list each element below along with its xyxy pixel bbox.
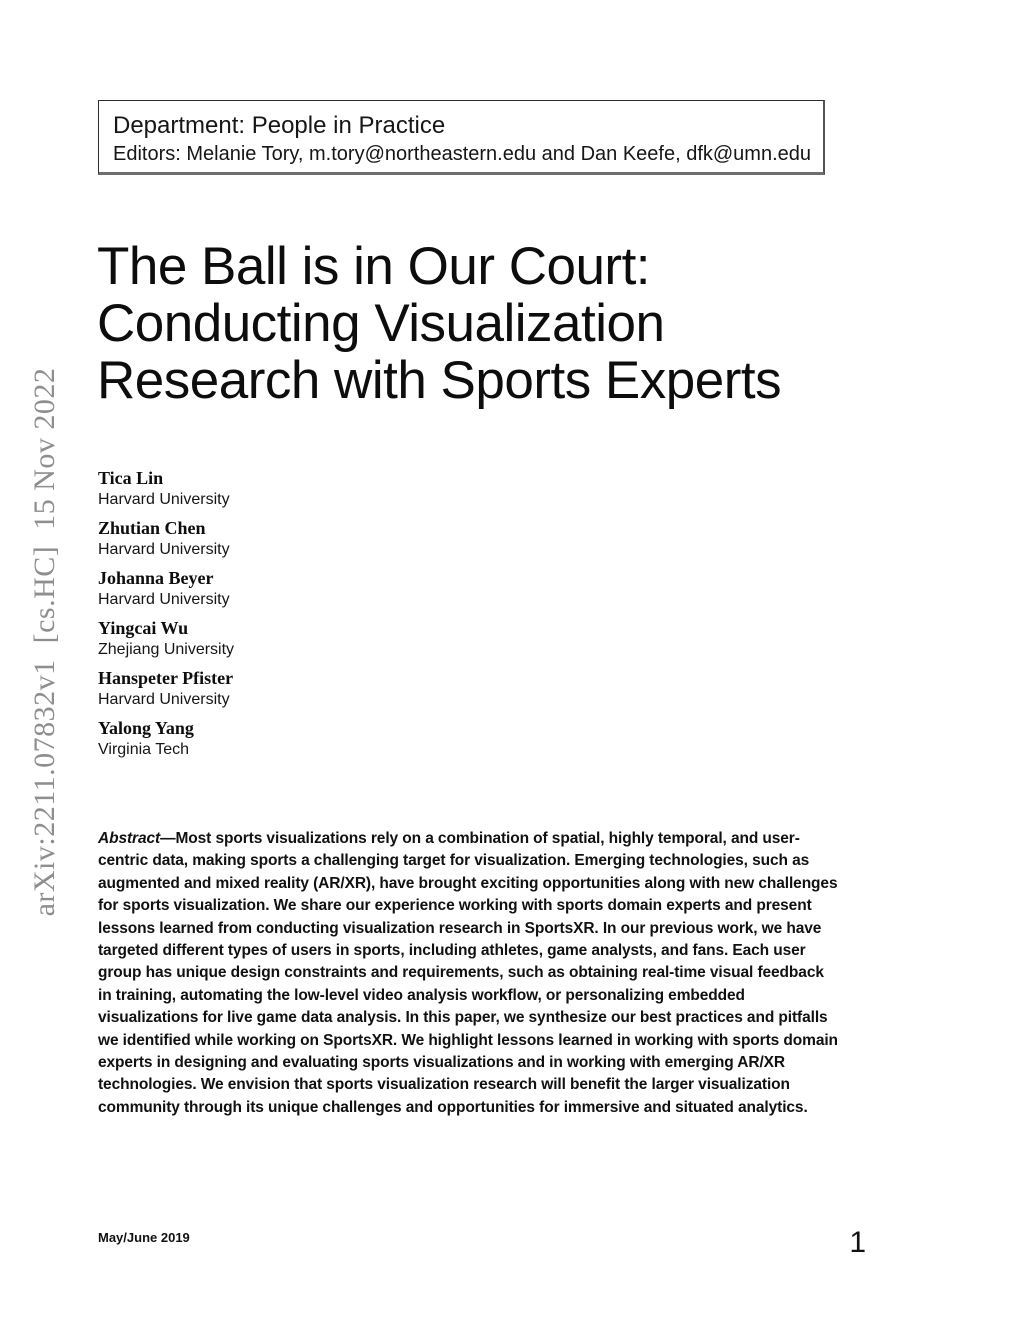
author-name: Johanna Beyer	[98, 568, 214, 588]
abstract-label: Abstract	[98, 830, 161, 847]
author-name: Yalong Yang	[98, 718, 194, 738]
author-name: Tica Lin	[98, 468, 164, 488]
author-entry: Yingcai Wu Zhejiang University	[98, 618, 498, 660]
author-entry: Hanspeter Pfister Harvard University	[98, 668, 498, 710]
author-name: Yingcai Wu	[98, 618, 189, 638]
author-name: Hanspeter Pfister	[98, 668, 234, 688]
arxiv-stamp: arXiv:2211.07832v1 [cs.HC] 15 Nov 2022	[28, 367, 61, 917]
paper-title: The Ball is in Our Court: Conducting Vis…	[97, 238, 877, 409]
author-entry: Zhutian Chen Harvard University	[98, 518, 498, 560]
author-list: Tica Lin Harvard University Zhutian Chen…	[98, 468, 498, 768]
title-line-3: Research with Sports Experts	[97, 351, 782, 410]
author-affiliation: Harvard University	[98, 491, 230, 508]
footer-issue-date: May/June 2019	[98, 1230, 190, 1245]
author-affiliation: Harvard University	[98, 591, 230, 608]
author-name: Zhutian Chen	[98, 518, 206, 538]
author-affiliation: Harvard University	[98, 541, 230, 558]
title-line-1: The Ball is in Our Court:	[97, 237, 651, 296]
abstract: Abstract—Most sports visualizations rely…	[98, 828, 838, 1119]
author-entry: Tica Lin Harvard University	[98, 468, 498, 510]
author-affiliation: Virginia Tech	[98, 741, 190, 758]
page-number: 1	[849, 1226, 866, 1259]
title-line-2: Conducting Visualization	[97, 294, 665, 353]
department-header-box: Department: People in Practice Editors: …	[98, 100, 825, 175]
department-line: Department: People in Practice	[113, 112, 446, 139]
author-affiliation: Zhejiang University	[98, 641, 235, 658]
author-entry: Yalong Yang Virginia Tech	[98, 718, 498, 760]
editors-line: Editors: Melanie Tory, m.tory@northeaste…	[113, 143, 812, 165]
author-affiliation: Harvard University	[98, 691, 230, 708]
abstract-text: —Most sports visualizations rely on a co…	[98, 830, 838, 1116]
author-entry: Johanna Beyer Harvard University	[98, 568, 498, 610]
